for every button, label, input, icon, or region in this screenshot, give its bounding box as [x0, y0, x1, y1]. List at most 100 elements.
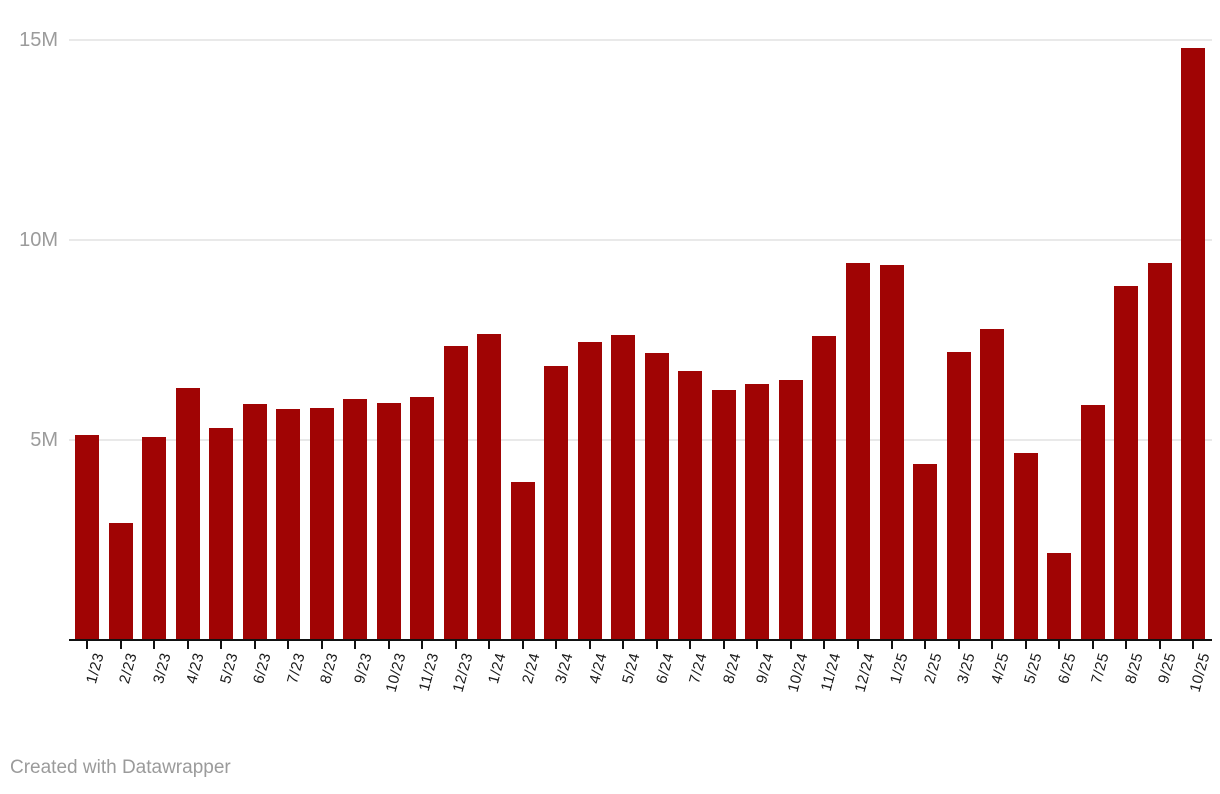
y-gridline	[69, 439, 1212, 441]
x-axis-label: 3/25	[954, 651, 979, 686]
x-axis-label: 7/23	[284, 651, 309, 686]
x-axis-label: 1/25	[887, 651, 912, 686]
bar[interactable]	[1181, 48, 1206, 639]
bar[interactable]	[343, 398, 368, 639]
bar[interactable]	[846, 262, 870, 639]
bar[interactable]	[376, 402, 401, 639]
y-gridline	[69, 39, 1212, 41]
x-axis-tick	[153, 641, 155, 649]
bar[interactable]	[477, 334, 502, 639]
bar[interactable]	[678, 371, 703, 639]
x-axis-tick	[354, 641, 357, 649]
x-axis-label: 8/24	[719, 651, 745, 686]
bar[interactable]	[544, 366, 569, 639]
x-axis-label: 4/24	[585, 651, 611, 686]
x-axis-tick	[756, 641, 759, 649]
y-axis-label: 5M	[30, 429, 58, 451]
x-axis-label: 10/24	[784, 651, 812, 695]
y-gridline	[69, 239, 1212, 241]
y-axis-label: 10M	[19, 229, 58, 251]
x-axis-label: 1/23	[82, 651, 108, 686]
x-axis-tick	[488, 641, 491, 649]
x-axis-tick	[119, 641, 122, 649]
x-axis-tick	[789, 641, 792, 649]
bar[interactable]	[410, 397, 435, 639]
bar[interactable]	[745, 384, 770, 639]
x-axis-tick	[521, 641, 524, 649]
bar[interactable]	[142, 437, 166, 639]
bar[interactable]	[1114, 286, 1139, 639]
y-axis-label: 15M	[19, 29, 58, 51]
x-axis-tick	[387, 641, 390, 649]
x-axis-label: 12/23	[449, 651, 477, 695]
x-axis-tick	[1091, 641, 1094, 649]
x-axis-label: 4/23	[183, 651, 209, 686]
bar[interactable]	[980, 328, 1004, 639]
x-axis-tick	[186, 641, 189, 649]
x-axis-label: 6/25	[1055, 651, 1080, 686]
x-axis-tick	[86, 641, 88, 649]
bar[interactable]	[812, 336, 837, 639]
bar[interactable]	[913, 464, 937, 639]
bar[interactable]	[175, 388, 200, 639]
x-axis-tick	[722, 641, 725, 649]
bar[interactable]	[75, 434, 99, 639]
x-axis-label: 8/25	[1122, 651, 1147, 686]
x-axis-tick	[622, 641, 625, 649]
bar[interactable]	[644, 353, 669, 639]
x-axis-tick	[1058, 641, 1061, 649]
bar[interactable]	[711, 390, 736, 639]
x-axis-tick	[588, 641, 591, 649]
x-axis-label: 8/23	[317, 651, 343, 686]
x-axis-label: 7/25	[1088, 651, 1114, 686]
bar[interactable]	[946, 352, 971, 639]
x-axis-tick	[1192, 641, 1195, 649]
bar[interactable]	[1080, 404, 1105, 639]
x-axis-label: 2/23	[116, 651, 141, 686]
x-axis-label: 9/23	[351, 651, 376, 686]
x-axis-label: 5/25	[1021, 651, 1047, 686]
x-axis-label: 3/23	[149, 651, 175, 686]
x-axis-tick	[421, 641, 424, 649]
x-axis-label: 1/24	[485, 651, 510, 686]
datawrapper-credit-link[interactable]: Created with Datawrapper	[10, 757, 231, 778]
bar[interactable]	[1013, 452, 1038, 639]
x-axis-tick	[1024, 641, 1027, 649]
bar[interactable]	[611, 334, 636, 639]
x-axis-label: 11/24	[818, 651, 845, 694]
x-axis-tick	[857, 641, 859, 649]
x-axis-tick	[924, 641, 926, 649]
x-axis-tick	[287, 641, 290, 649]
x-axis-label: 2/25	[920, 651, 946, 686]
x-axis-tick	[555, 641, 558, 649]
x-axis-tick	[957, 641, 960, 649]
bar[interactable]	[242, 404, 267, 639]
bar[interactable]	[510, 482, 535, 639]
bar[interactable]	[1047, 553, 1072, 639]
x-axis-tick	[689, 641, 692, 649]
x-axis-label: 7/24	[686, 651, 711, 686]
x-axis-tick	[655, 641, 658, 649]
x-axis-tick	[991, 641, 993, 649]
bar[interactable]	[209, 428, 234, 639]
bar[interactable]	[443, 346, 468, 639]
x-axis-tick	[1158, 641, 1161, 649]
x-axis-label: 4/25	[987, 651, 1013, 686]
bar[interactable]	[276, 408, 301, 639]
x-axis-label: 12/24	[851, 651, 879, 695]
x-axis-label: 3/24	[552, 651, 577, 686]
x-axis-label: 11/23	[416, 651, 443, 694]
bar[interactable]	[778, 379, 803, 639]
x-axis-label: 9/24	[753, 651, 778, 686]
x-axis-label: 2/24	[518, 651, 544, 686]
bar[interactable]	[108, 522, 133, 639]
x-axis-tick	[1125, 641, 1128, 649]
x-axis-label: 5/24	[619, 651, 644, 686]
bar[interactable]	[309, 408, 334, 639]
x-axis-tick	[320, 641, 323, 649]
x-axis-label: 10/23	[382, 651, 410, 695]
bar[interactable]	[1147, 263, 1172, 639]
bar[interactable]	[577, 342, 602, 639]
bar[interactable]	[879, 264, 904, 639]
